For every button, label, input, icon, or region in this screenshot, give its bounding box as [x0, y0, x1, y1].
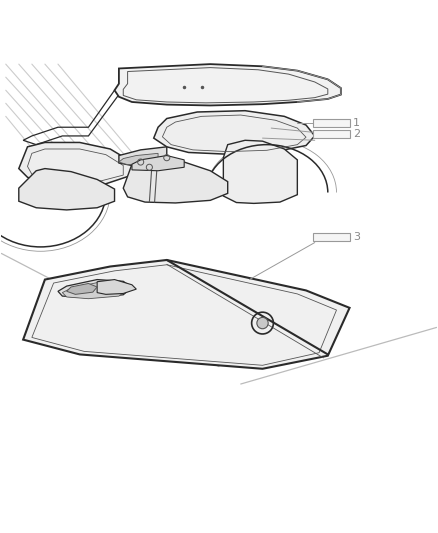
- Polygon shape: [313, 130, 350, 138]
- Polygon shape: [97, 279, 136, 294]
- Polygon shape: [19, 142, 132, 186]
- Polygon shape: [154, 111, 315, 154]
- Polygon shape: [23, 260, 350, 369]
- Text: 3: 3: [353, 232, 360, 242]
- Polygon shape: [115, 64, 341, 106]
- Polygon shape: [119, 154, 158, 165]
- Polygon shape: [67, 284, 97, 294]
- Polygon shape: [119, 147, 167, 166]
- Polygon shape: [223, 140, 297, 204]
- Circle shape: [257, 318, 268, 329]
- Polygon shape: [313, 118, 350, 127]
- Polygon shape: [313, 232, 350, 241]
- Text: 1: 1: [353, 118, 360, 128]
- Polygon shape: [62, 282, 127, 298]
- Polygon shape: [58, 279, 132, 298]
- Polygon shape: [123, 160, 228, 203]
- Text: 2: 2: [353, 129, 360, 139]
- Polygon shape: [19, 168, 115, 210]
- Polygon shape: [132, 156, 184, 171]
